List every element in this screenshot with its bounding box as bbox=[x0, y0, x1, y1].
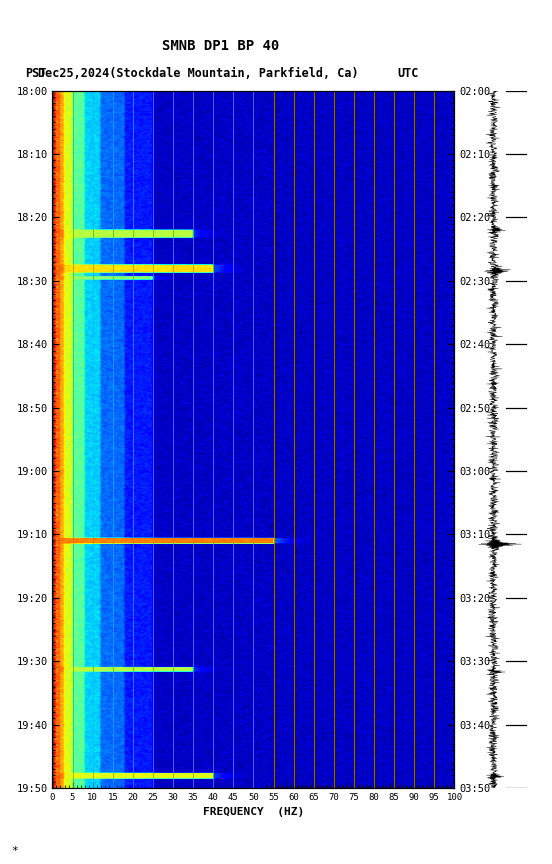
Text: *: * bbox=[11, 846, 18, 855]
Text: UTC: UTC bbox=[397, 67, 419, 79]
X-axis label: FREQUENCY  (HZ): FREQUENCY (HZ) bbox=[203, 807, 304, 817]
Text: Dec25,2024(Stockdale Mountain, Parkfield, Ca): Dec25,2024(Stockdale Mountain, Parkfield… bbox=[39, 67, 359, 79]
Text: PST: PST bbox=[25, 67, 46, 79]
Text: SMNB DP1 BP 40: SMNB DP1 BP 40 bbox=[162, 39, 279, 53]
